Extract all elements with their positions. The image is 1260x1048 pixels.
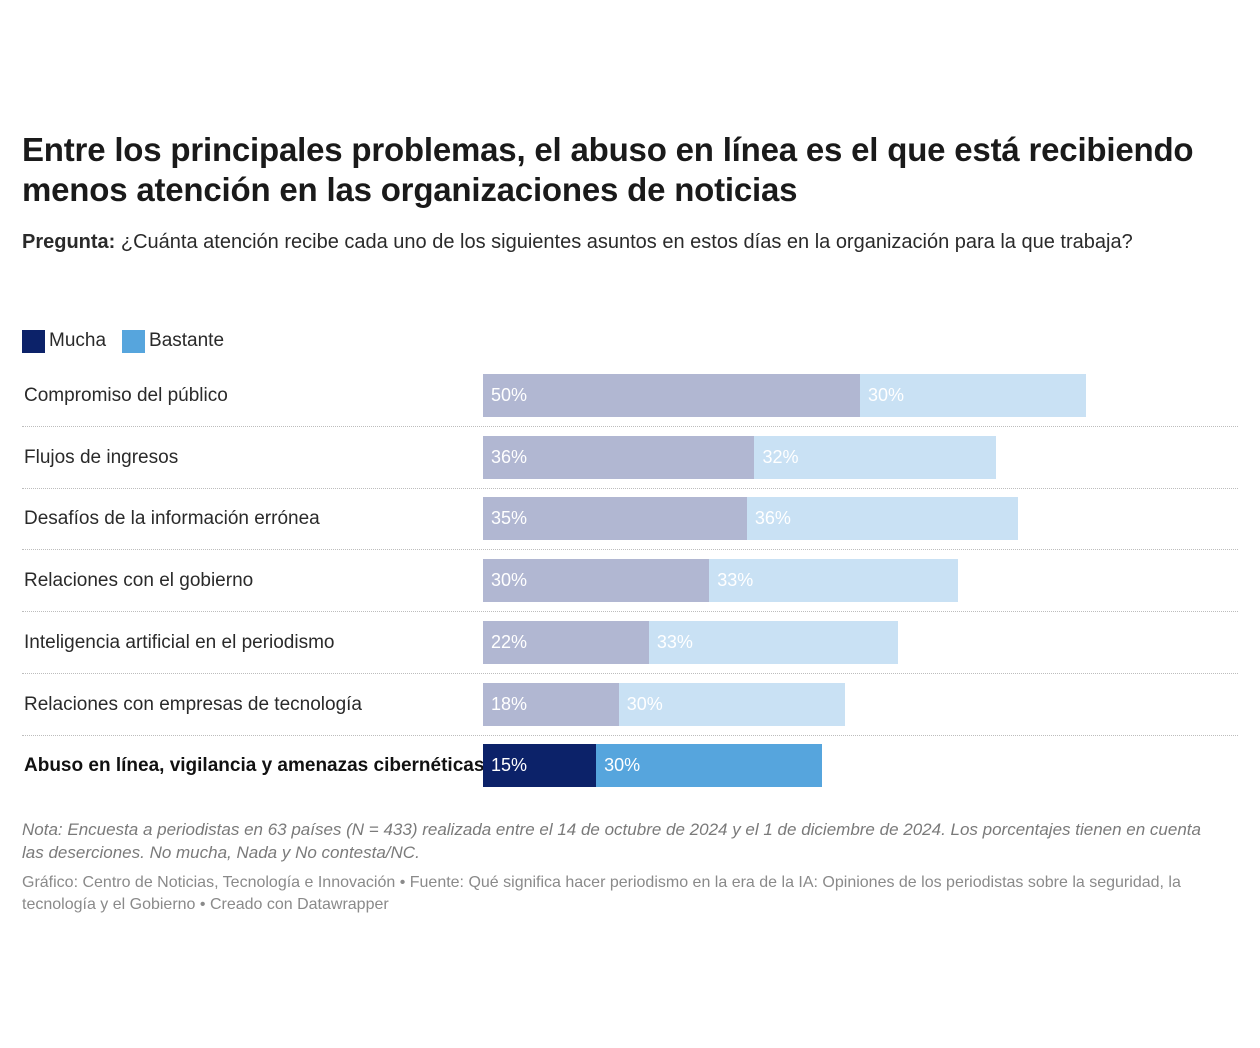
row-divider	[22, 487, 1238, 489]
bar-mucha: 30%	[483, 559, 710, 603]
data-label: 30%	[868, 385, 905, 405]
row-divider	[22, 426, 1238, 427]
category-label: Inteligencia artificial en el periodismo	[24, 631, 335, 653]
bar-bastante: 30%	[860, 374, 1087, 417]
data-label: 15%	[491, 755, 528, 776]
chart-legend: Mucha Bastante	[22, 328, 240, 354]
category-label: Relaciones con empresas de tecnología	[24, 693, 362, 715]
data-label: 36%	[754, 508, 791, 529]
bar-bastante: 30%	[596, 744, 823, 788]
category-label: Compromiso del público	[24, 385, 228, 406]
bar-mucha: 15%	[483, 744, 597, 788]
legend-label-mucha: Mucha	[49, 330, 107, 351]
chart-subtitle: Pregunta: ¿Cuánta atención recibe cada u…	[22, 228, 1222, 256]
bar-bastante: 30%	[618, 682, 845, 726]
legend-swatch-bastante	[122, 329, 146, 353]
category-label: Abuso en línea, vigilancia y amenazas ci…	[24, 755, 485, 777]
bar-mucha: 18%	[483, 682, 619, 726]
chart-note: Nota: Encuesta a periodistas en 63 paíse…	[22, 820, 1201, 862]
question-text: ¿Cuánta atención recibe cada uno de los …	[115, 231, 1133, 253]
category-label: Flujos de ingresos	[24, 446, 179, 468]
data-label: 22%	[491, 631, 528, 652]
row-divider	[22, 672, 1238, 674]
data-label: 33%	[656, 631, 693, 652]
data-label: 18%	[491, 693, 528, 714]
data-label: 32%	[762, 446, 799, 467]
data-label: 30%	[604, 755, 641, 776]
row-divider	[22, 734, 1238, 736]
data-label: 33%	[717, 570, 754, 591]
bar-mucha: 50%	[483, 374, 860, 417]
category-label: Relaciones con el gobierno	[24, 570, 254, 592]
bar-mucha: 22%	[483, 620, 649, 664]
chart-credits: Gráfico: Centro de Noticias, Tecnología …	[22, 874, 1181, 913]
bar-mucha: 35%	[483, 497, 747, 541]
row-divider	[22, 549, 1238, 551]
legend-item-bastante: Bastante	[122, 329, 225, 353]
legend-item-mucha: Mucha	[22, 329, 107, 353]
data-label: 50%	[491, 385, 528, 405]
question-label: Pregunta:	[22, 231, 116, 253]
row-divider	[22, 611, 1238, 613]
bar-bastante: 33%	[648, 620, 898, 664]
legend-label-bastante: Bastante	[149, 330, 225, 351]
data-label: 30%	[626, 693, 663, 714]
bar-bastante: 36%	[746, 497, 1019, 541]
bar-bastante: 33%	[709, 559, 958, 603]
category-label: Desafíos de la información errónea	[24, 508, 320, 530]
bar-bastante: 32%	[754, 435, 996, 479]
data-label: 30%	[491, 570, 528, 591]
bar-mucha: 36%	[483, 435, 755, 479]
data-label: 36%	[491, 446, 528, 467]
legend-swatch-mucha	[22, 329, 45, 353]
data-label: 35%	[491, 508, 528, 529]
chart-title: Entre los principales problemas, el abus…	[22, 131, 1194, 208]
